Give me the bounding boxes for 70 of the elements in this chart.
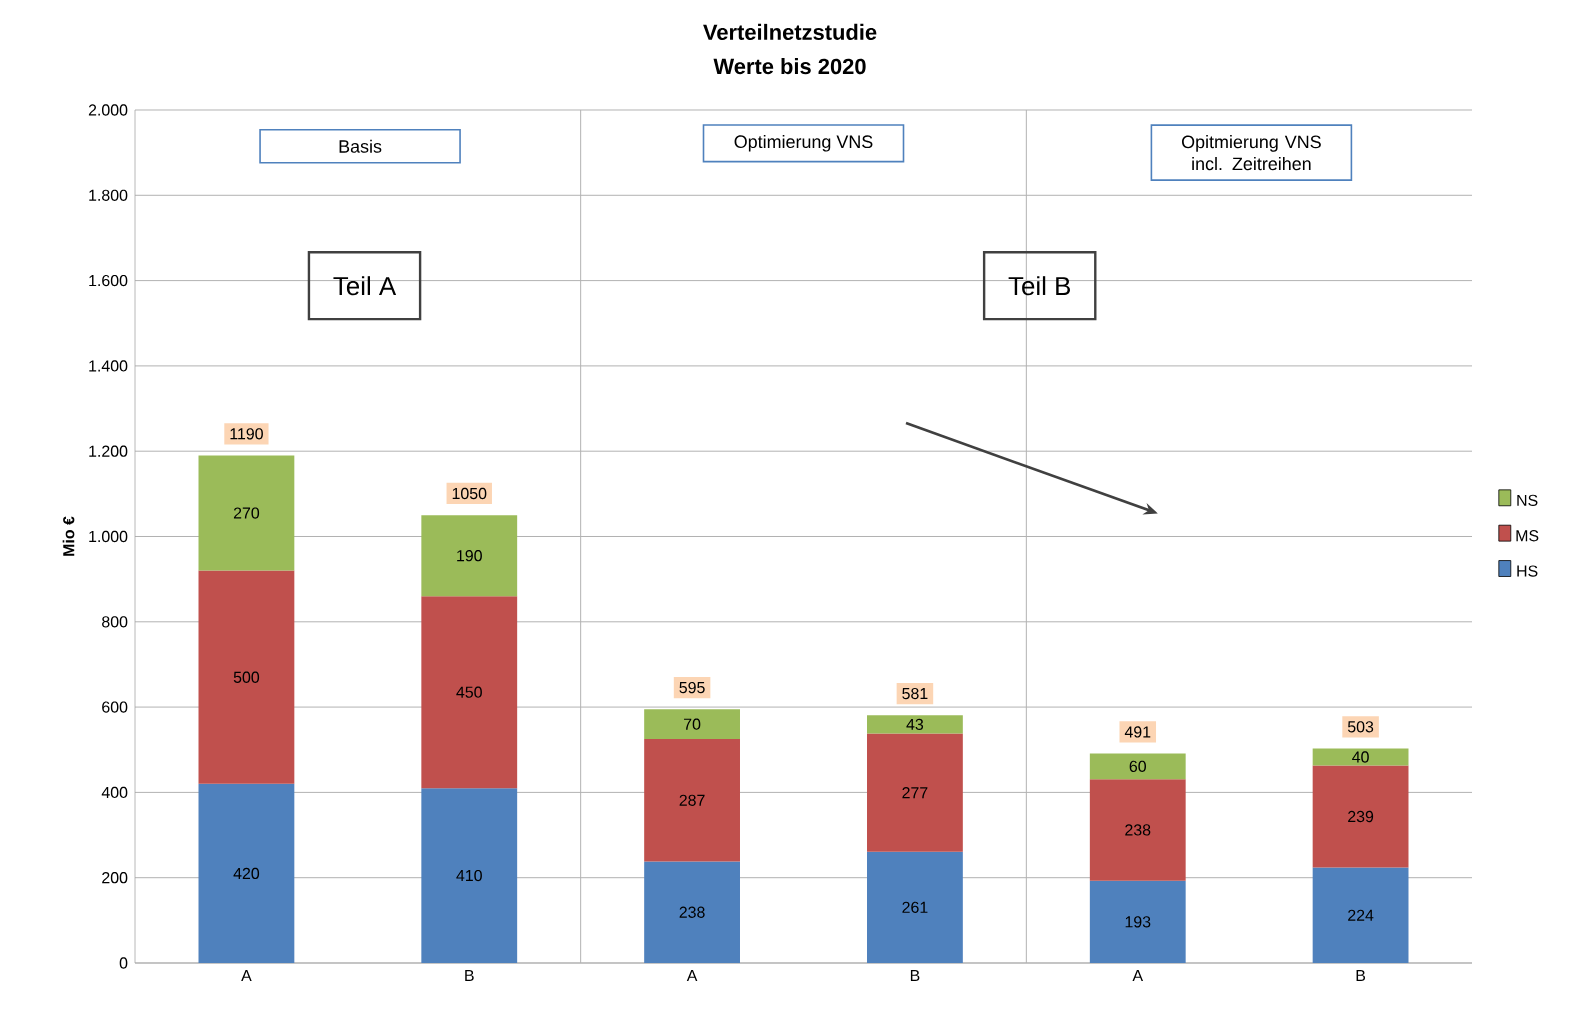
data-label: 287: [679, 794, 705, 806]
bar: [867, 715, 963, 734]
y-tick-label: 1.800: [89, 189, 128, 201]
y-tick-label: 600: [102, 701, 128, 713]
data-label: 40: [1352, 751, 1369, 763]
y-tick-label: 1.000: [89, 530, 128, 543]
bar: [198, 455, 295, 571]
annotation: Teil B: [1008, 276, 1070, 296]
data-label: 193: [1125, 916, 1151, 928]
annotation: Optimierung VNS: [734, 134, 873, 152]
bar: [421, 788, 518, 963]
bar: [1089, 779, 1186, 881]
bar: [1312, 748, 1409, 766]
y-tick-label: 1.600: [89, 274, 128, 287]
data-label: 238: [679, 906, 705, 918]
y-axis-title: Mio €: [62, 516, 75, 556]
data-label: 500: [233, 671, 260, 683]
annotation: Basis: [339, 139, 382, 153]
bar: [1312, 867, 1409, 963]
total-label: 595: [679, 681, 705, 694]
x-tick-label: B: [465, 970, 474, 981]
bar: [867, 733, 963, 852]
bar: [198, 783, 295, 963]
y-tick-label: 200: [102, 872, 128, 884]
data-label: 420: [233, 867, 260, 880]
x-tick-label: A: [241, 970, 252, 981]
bar: [867, 851, 963, 963]
y-tick-label: 800: [102, 616, 128, 628]
legend-label: NS: [1517, 494, 1538, 507]
y-tick-label: 400: [101, 786, 128, 799]
bar: [644, 709, 740, 740]
x-tick-label: A: [1132, 970, 1144, 981]
data-label: 277: [902, 787, 928, 799]
bar: [1089, 753, 1186, 780]
data-label: 60: [1129, 760, 1146, 773]
bar: [1089, 880, 1186, 963]
chart-subtitle: Werte bis 2020: [713, 58, 866, 75]
total-label: 503: [1347, 721, 1374, 733]
legend-label: MS: [1516, 530, 1539, 542]
y-tick-label: 1.400: [89, 360, 128, 372]
data-label: 224: [1348, 909, 1374, 921]
data-label: 43: [906, 718, 924, 731]
total-label: 1190: [230, 428, 263, 440]
bar: [421, 596, 518, 789]
bar: [644, 861, 740, 963]
bar: [198, 570, 295, 784]
y-tick-label: 2.000: [88, 104, 128, 116]
data-label: 239: [1348, 810, 1374, 823]
annotation: Opitmierung VNS incl. Zeitreihen: [1181, 135, 1321, 171]
annotation: Teil A: [333, 276, 397, 296]
data-label: 450: [456, 686, 482, 698]
data-label: 238: [1125, 824, 1151, 836]
data-label: 70: [684, 718, 701, 730]
data-label: 261: [902, 901, 928, 913]
data-label: 190: [457, 550, 482, 562]
legend-label: HS: [1517, 565, 1538, 577]
total-label: 1050: [452, 487, 487, 500]
chart-title: Verteilnetzstudie: [703, 23, 877, 40]
data-label: 270: [233, 507, 260, 519]
total-label: 491: [1124, 726, 1151, 738]
bar: [1312, 765, 1409, 868]
bar: [644, 739, 740, 862]
y-tick-label: 0: [119, 957, 128, 969]
y-tick-label: 1.200: [89, 445, 128, 457]
total-label: 581: [902, 687, 928, 700]
data-label: 410: [456, 869, 482, 882]
x-tick-label: B: [910, 970, 920, 981]
bar: [421, 515, 518, 597]
x-tick-label: A: [686, 970, 698, 981]
x-tick-label: B: [1356, 970, 1366, 981]
